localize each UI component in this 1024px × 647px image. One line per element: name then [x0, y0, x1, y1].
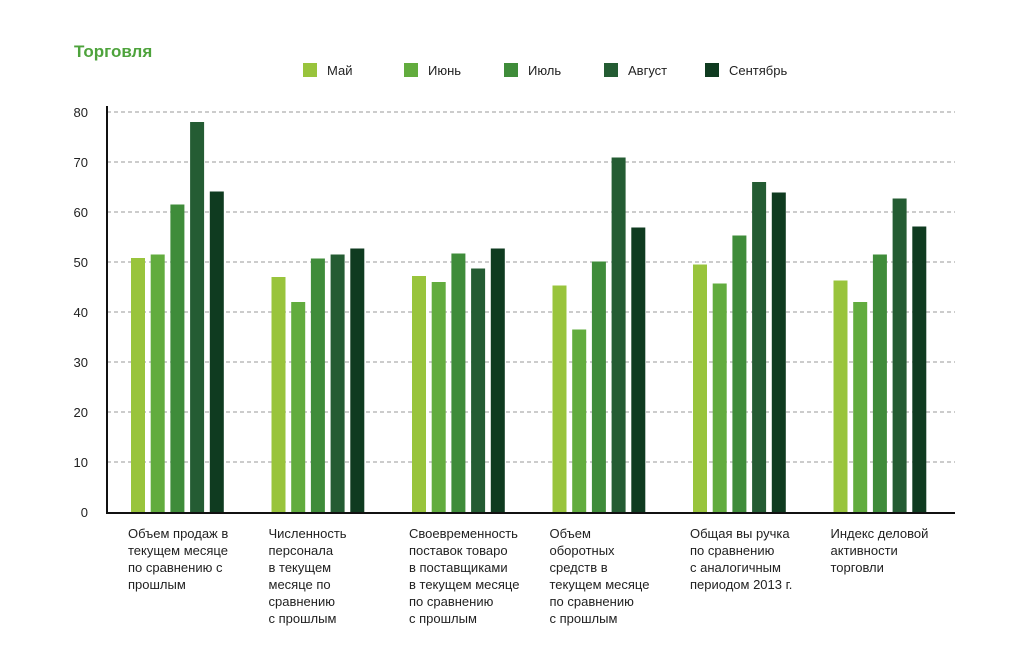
bar-3-2	[431, 282, 446, 512]
category-label-line: месяце по	[269, 577, 331, 592]
bar-1-5	[209, 191, 224, 512]
category-label-line: текущем месяце	[550, 577, 650, 592]
bar-4-2	[572, 329, 587, 512]
legend-swatch	[604, 63, 618, 77]
category-label-line: средств в	[550, 560, 608, 575]
category-label-line: по сравнению с	[128, 560, 223, 575]
category-label-line: в текущем	[269, 560, 332, 575]
category-label-line: персонала	[269, 543, 334, 558]
category-label-line: Численность	[269, 526, 347, 541]
legend: Май Июнь Июль Август Сентябрь	[303, 63, 787, 78]
bar-6-3	[872, 254, 887, 512]
bar-6-1	[833, 280, 848, 512]
category-label-line: с аналогичным	[690, 560, 781, 575]
legend-swatch	[504, 63, 518, 77]
y-tick-label: 60	[74, 205, 88, 220]
category-label: Индекс деловой активности торговли	[831, 526, 929, 575]
y-tick-label: 40	[74, 305, 88, 320]
bar-3-5	[490, 248, 505, 512]
category-label-line: прошлым	[128, 577, 186, 592]
bar-5-3	[732, 235, 747, 512]
bar-4-4	[611, 157, 626, 512]
y-axis-ticks: 0 10 20 30 40 50 60 70 80	[74, 105, 88, 520]
category-label: Численность персонала в текущем месяце по ср…	[269, 526, 347, 626]
bar-3-4	[471, 268, 486, 512]
bar-4-5	[631, 227, 646, 512]
category-label-line: поставок товаро	[409, 543, 508, 558]
category-label-line: по сравнению	[690, 543, 775, 558]
category-label: Общая вы ручка по сравнению с аналогичным п…	[690, 526, 792, 592]
category-label-line: текущем месяце	[128, 543, 228, 558]
category-label-line: активности	[831, 543, 898, 558]
bar-5-1	[693, 264, 707, 512]
y-tick-label: 20	[74, 405, 88, 420]
category-label-line: по сравнению	[409, 594, 494, 609]
legend-label: Сентябрь	[729, 63, 787, 78]
category-label: Объем продаж в текущем месяце по сравнению…	[128, 526, 228, 592]
bar-2-5	[350, 248, 365, 512]
category-label-line: с прошлым	[550, 611, 618, 626]
bar-6-5	[912, 226, 927, 512]
bar-2-3	[310, 258, 325, 512]
category-label-line: по сравнению	[550, 594, 635, 609]
y-tick-label: 30	[74, 355, 88, 370]
legend-swatch	[705, 63, 719, 77]
legend-swatch	[404, 63, 418, 77]
y-tick-label: 50	[74, 255, 88, 270]
bar-1-4	[190, 122, 205, 512]
bar-3-1	[412, 276, 426, 512]
category-label-line: Индекс деловой	[831, 526, 929, 541]
gridlines	[107, 111, 955, 463]
category-label-line: периодом 2013 г.	[690, 577, 792, 592]
axes	[106, 106, 955, 514]
bar-2-1	[271, 277, 286, 512]
category-label-line: в текущем месяце	[409, 577, 519, 592]
bar-6-4	[892, 198, 907, 512]
category-label-line: Объем	[550, 526, 591, 541]
category-label: Объем оборотных средств в текущем месяце по …	[550, 526, 650, 626]
bar-1-2	[150, 254, 165, 512]
category-label-line: Объем продаж в	[128, 526, 228, 541]
bar-5-2	[712, 283, 727, 512]
category-labels: Объем продаж в текущем месяце по сравнению…	[128, 526, 928, 626]
bar-6-2	[853, 302, 868, 512]
category-label-line: оборотных	[550, 543, 616, 558]
chart-title: Торговля	[74, 42, 152, 61]
y-tick-label: 0	[81, 505, 88, 520]
bar-5-5	[771, 192, 786, 512]
legend-label: Май	[327, 63, 352, 78]
category-label-line: с прошлым	[409, 611, 477, 626]
y-tick-label: 70	[74, 155, 88, 170]
legend-swatch	[303, 63, 317, 77]
category-label-line: сравнению	[269, 594, 336, 609]
y-tick-label: 80	[74, 105, 88, 120]
bar-4-1	[552, 285, 567, 512]
bars	[131, 122, 927, 512]
category-label-line: Своевременность	[409, 526, 518, 541]
category-label: Своевременность поставок товаро в поставщи…	[409, 526, 519, 626]
bar-1-1	[131, 258, 145, 512]
bar-4-3	[591, 261, 606, 512]
category-label-line: с прошлым	[269, 611, 337, 626]
category-label-line: Общая вы ручка	[690, 526, 790, 541]
bar-5-4	[752, 182, 767, 512]
bar-3-3	[451, 253, 466, 512]
legend-label: Август	[628, 63, 667, 78]
category-label-line: торговли	[831, 560, 884, 575]
legend-label: Июль	[528, 63, 561, 78]
bar-2-4	[330, 254, 345, 512]
bar-2-2	[291, 302, 306, 512]
y-tick-label: 10	[74, 455, 88, 470]
bar-1-3	[170, 204, 185, 512]
legend-label: Июнь	[428, 63, 461, 78]
category-label-line: в поставщиками	[409, 560, 508, 575]
